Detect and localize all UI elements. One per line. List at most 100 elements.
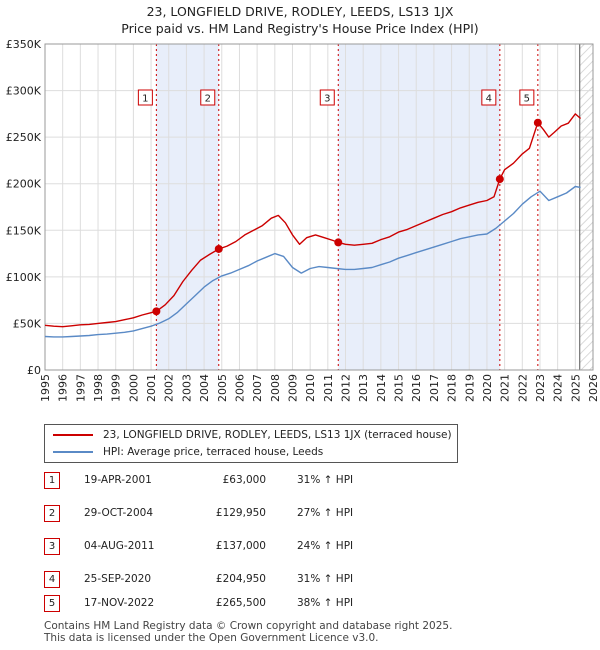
x-tick-label: 2000 — [127, 374, 140, 402]
sale-badge: 1 — [44, 472, 60, 489]
legend-label-property: 23, LONGFIELD DRIVE, RODLEY, LEEDS, LS13… — [103, 429, 452, 441]
sale-hpi: 31% ↑ HPI — [297, 474, 354, 486]
x-tick-label: 2026 — [587, 374, 600, 402]
sale-price: £265,500 — [215, 597, 266, 609]
sale-label-number: 5 — [524, 94, 530, 105]
x-tick-label: 2011 — [322, 374, 335, 402]
sale-hpi: 31% ↑ HPI — [297, 573, 354, 585]
sale-badge: 3 — [44, 538, 60, 555]
x-tick-label: 2015 — [393, 374, 406, 402]
x-tick-label: 2023 — [534, 374, 547, 402]
x-tick-label: 1997 — [74, 374, 87, 402]
x-tick-label: 2022 — [516, 374, 529, 402]
y-tick-label: £250K — [6, 131, 42, 144]
x-tick-label: 2006 — [233, 374, 246, 402]
footer-credits: Contains HM Land Registry data © Crown c… — [44, 620, 452, 644]
x-tick-label: 2019 — [463, 374, 476, 402]
x-tick-label: 2002 — [163, 374, 176, 402]
price-chart: 1 2 3 4 5 £0 £50K £100K £150K £200K £250K £300K £350… — [6, 38, 600, 402]
x-tick-label: 1995 — [39, 374, 52, 402]
x-tick-label: 2025 — [569, 374, 582, 402]
legend-swatch-red — [53, 434, 93, 436]
sale-date: 17-NOV-2022 — [84, 597, 155, 609]
sale-label-box — [319, 89, 335, 106]
footer-line-1: Contains HM Land Registry data © Crown c… — [44, 620, 453, 632]
forecast-hatch — [579, 44, 593, 370]
sale-label-box — [200, 89, 216, 106]
sale-date: 25-SEP-2020 — [84, 573, 152, 585]
x-tick-label: 2009 — [286, 374, 299, 402]
x-tick-label: 2024 — [552, 374, 565, 402]
sale-point — [152, 307, 161, 316]
y-tick-label: £150K — [6, 224, 42, 237]
x-tick-label: 2014 — [375, 374, 388, 402]
sale-hpi: 38% ↑ HPI — [297, 597, 354, 609]
sale-label-box — [137, 89, 153, 106]
property-series-line — [44, 113, 582, 328]
sale-label-box — [481, 89, 497, 106]
x-tick-label: 2016 — [410, 374, 423, 402]
x-tick-label: 1998 — [92, 374, 105, 402]
sale-label-number: 4 — [486, 94, 492, 105]
x-tick-label: 2012 — [340, 374, 353, 402]
sale-row: 5 17-NOV-2022 £265,500 38% ↑ HPI — [44, 593, 564, 613]
sale-point — [495, 175, 504, 184]
sale-label-number: 3 — [324, 94, 330, 105]
x-tick-label: 1999 — [110, 374, 123, 402]
sale-date: 29-OCT-2004 — [84, 507, 153, 519]
legend-label-hpi: HPI: Average price, terraced house, Leed… — [103, 446, 324, 458]
sale-badge: 4 — [44, 571, 60, 588]
sale-label-number: 2 — [205, 94, 211, 105]
x-tick-label: 2021 — [499, 374, 512, 402]
y-tick-label: £200K — [6, 178, 42, 191]
y-tick-label: £0 — [27, 364, 41, 377]
sale-badge: 5 — [44, 595, 60, 612]
sale-point — [533, 118, 542, 127]
plot-area — [45, 44, 593, 370]
ownership-shade — [338, 44, 500, 370]
sale-date: 19-APR-2001 — [84, 474, 152, 486]
sale-price: £137,000 — [215, 540, 266, 552]
x-tick-label: 2001 — [145, 374, 158, 402]
x-tick-label: 2017 — [428, 374, 441, 402]
hpi-series-line — [44, 185, 581, 338]
x-tick-label: 2018 — [446, 374, 459, 402]
x-tick-label: 2013 — [357, 374, 370, 402]
plot-frame — [44, 43, 594, 371]
legend-item-hpi: HPI: Average price, terraced house, Leed… — [53, 444, 323, 460]
x-tick-label: 2005 — [216, 374, 229, 402]
x-tick-label: 2007 — [251, 374, 264, 402]
sale-hpi: 24% ↑ HPI — [297, 540, 354, 552]
sale-row: 3 04-AUG-2011 £137,000 24% ↑ HPI — [44, 536, 564, 556]
x-tick-label: 1996 — [57, 374, 70, 402]
x-tick-label: 2020 — [481, 374, 494, 402]
chart-title: 23, LONGFIELD DRIVE, RODLEY, LEEDS, LS13… — [146, 4, 454, 19]
x-tick-label: 2010 — [304, 374, 317, 402]
x-tick-label: 2008 — [269, 374, 282, 402]
legend-swatch-blue — [53, 451, 93, 453]
chart-title-block: 23, LONGFIELD DRIVE, RODLEY, LEEDS, LS13… — [0, 3, 600, 37]
y-tick-label: £300K — [6, 85, 42, 98]
sale-date: 04-AUG-2011 — [84, 540, 155, 552]
sale-row: 4 25-SEP-2020 £204,950 31% ↑ HPI — [44, 569, 564, 589]
sale-point — [214, 244, 223, 253]
y-tick-label: £350K — [6, 38, 42, 51]
sale-price: £63,000 — [222, 474, 266, 486]
sale-badge: 2 — [44, 505, 60, 522]
x-tick-label: 2003 — [180, 374, 193, 402]
sale-price: £204,950 — [215, 573, 266, 585]
sale-row: 1 19-APR-2001 £63,000 31% ↑ HPI — [44, 470, 564, 490]
sale-label-box — [519, 89, 535, 106]
chart-legend: 23, LONGFIELD DRIVE, RODLEY, LEEDS, LS13… — [44, 424, 458, 463]
sale-price: £129,950 — [215, 507, 266, 519]
y-tick-label: £50K — [13, 317, 42, 330]
footer-line-2: This data is licensed under the Open Gov… — [44, 632, 379, 644]
sale-hpi: 27% ↑ HPI — [297, 507, 354, 519]
sale-label-number: 1 — [142, 94, 148, 105]
sale-row: 2 29-OCT-2004 £129,950 27% ↑ HPI — [44, 503, 564, 523]
y-tick-label: £100K — [6, 271, 42, 284]
sale-point — [334, 238, 343, 247]
x-tick-label: 2004 — [198, 374, 211, 402]
chart-subtitle: Price paid vs. HM Land Registry's House … — [121, 21, 479, 36]
legend-item-property: 23, LONGFIELD DRIVE, RODLEY, LEEDS, LS13… — [53, 427, 452, 443]
